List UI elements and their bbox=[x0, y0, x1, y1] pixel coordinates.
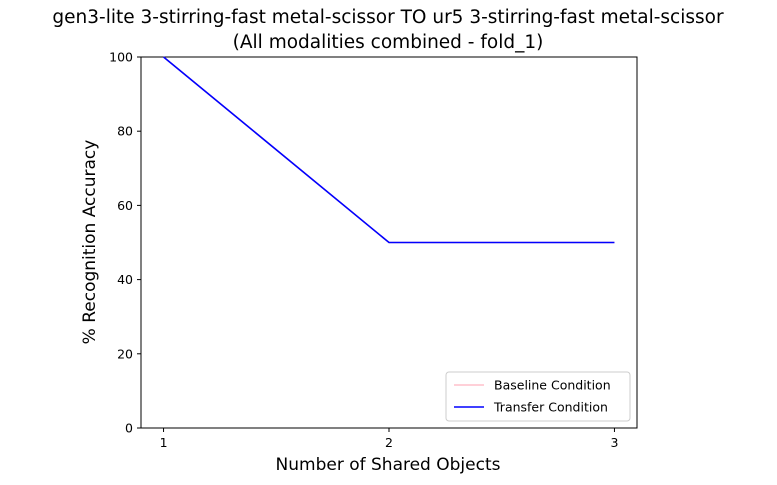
chart-title-line-2: (All modalities combined - fold_1) bbox=[233, 32, 544, 53]
legend: Baseline Condition Transfer Condition bbox=[445, 371, 631, 422]
x-tick-label: 3 bbox=[610, 435, 618, 450]
legend-label: Baseline Condition bbox=[494, 378, 611, 393]
series-line-baseline bbox=[163, 56, 615, 244]
y-tick-label: 80 bbox=[117, 124, 133, 139]
x-axis-label: Number of Shared Objects bbox=[276, 455, 501, 475]
x-tick-label: 2 bbox=[385, 435, 393, 450]
chart-title-line-1: gen3-lite 3-stirring-fast metal-scissor … bbox=[52, 7, 724, 28]
x-tick-label: 1 bbox=[160, 435, 168, 450]
series-line-transfer bbox=[163, 56, 615, 244]
legend-box bbox=[445, 371, 631, 422]
y-tick-label: 20 bbox=[117, 346, 133, 361]
legend-label: Transfer Condition bbox=[493, 400, 608, 415]
y-axis: 0 20 40 60 80 100 bbox=[109, 50, 141, 436]
y-tick-label: 100 bbox=[109, 50, 133, 65]
y-tick-label: 60 bbox=[117, 198, 133, 213]
x-axis: 1 2 3 bbox=[160, 428, 618, 450]
y-axis-label: % Recognition Accuracy bbox=[80, 140, 100, 345]
y-tick-label: 40 bbox=[117, 272, 133, 287]
y-tick-label: 0 bbox=[125, 421, 133, 436]
series-lines bbox=[163, 56, 615, 244]
